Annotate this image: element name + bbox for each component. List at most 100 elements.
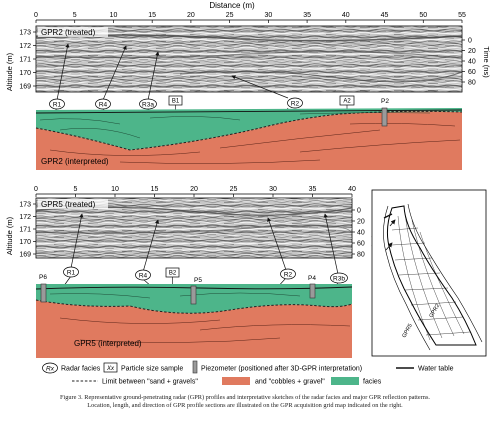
lower-time-tick-label: 20	[357, 219, 365, 226]
upper-altitude-tick-label: 170	[19, 70, 31, 77]
callout-label: R3a	[142, 102, 154, 109]
caption-line-2: Location, length, and direction of GPR p…	[87, 402, 403, 409]
lower-altitude-label: Altitude (m)	[5, 216, 14, 255]
caption-line-1: Figure 3. Representative ground-penetrat…	[60, 394, 430, 401]
legend-particle-size: Xx Particle size sample	[103, 362, 183, 373]
legend: Rx Radar facies Xx Particle size sample …	[42, 360, 454, 386]
callout-R1-upper: R1	[49, 98, 65, 110]
lower-distance-tick-label: 0	[34, 186, 38, 193]
lower-distance-tick-label: 20	[190, 186, 198, 193]
piezometer-label-P4: P4	[308, 275, 316, 282]
legend-piezometer-label: Piezometer (positioned after 3D-GPR inte…	[201, 366, 362, 373]
sample-box-label: A2	[343, 99, 351, 105]
callout-R1-lower: R1	[63, 266, 79, 278]
lower-cobbles-area	[36, 300, 352, 358]
piezometer-P6-bar	[40, 283, 47, 303]
piezometer-P2-bar	[381, 107, 388, 127]
lower-distance-tick-label: 35	[309, 186, 317, 193]
sample-box-B2: B2	[165, 267, 180, 284]
distance-tick-label: 40	[342, 12, 350, 19]
legend-facies-label: facies	[363, 379, 382, 386]
legend-and-cobbles-label: and "cobbles + gravel"	[255, 379, 325, 386]
distance-tick-label: 10	[110, 12, 118, 19]
upper-radar-title: GPR2 (treated)	[41, 28, 96, 37]
lower-radar-panel: Altitude (m) Time (ns) 0510152025303540 …	[5, 186, 380, 259]
lower-distance-tick-label: 5	[74, 186, 78, 193]
distance-tick-label: 55	[458, 12, 466, 19]
legend-water-table: Water table	[396, 366, 454, 373]
lower-distance-tick-label: 10	[111, 186, 119, 193]
upper-altitude-tick-label: 169	[19, 84, 31, 91]
sample-box-label: B1	[172, 99, 180, 105]
upper-time-tick-label: 0	[468, 38, 472, 45]
callout-label: R2	[284, 272, 293, 279]
grid-map-inset: GPR5 GPR2	[371, 189, 487, 357]
piezometer-P5-bar	[190, 285, 197, 305]
lower-altitude-tick-label: 173	[19, 202, 31, 209]
lower-distance-tick-label: 30	[269, 186, 277, 193]
upper-sand-area	[36, 108, 462, 150]
distance-tick-label: 20	[187, 12, 195, 19]
callout-R3b-lower: R3b	[330, 272, 348, 284]
upper-time-tick-label: 20	[468, 48, 476, 55]
callout-R2-upper: R2	[287, 97, 303, 109]
upper-time-label: Time (ns)	[482, 46, 490, 78]
lower-altitude-tick-label: 171	[19, 227, 31, 234]
lower-distance-tick-label: 40	[348, 186, 356, 193]
callout-label: R3b	[333, 276, 345, 283]
upper-interpreted-panel: GPR2 (interpreted)	[35, 107, 463, 170]
distance-tick-label: 35	[303, 12, 311, 19]
legend-radar-facies-label: Radar facies	[61, 366, 101, 373]
upper-altitude-tick-label: 171	[19, 57, 31, 64]
top-axis-title: Distance (m)	[209, 1, 255, 10]
callout-label: R4	[99, 102, 108, 109]
callout-label: R4	[139, 273, 148, 280]
lower-altitude-tick-label: 170	[19, 239, 31, 246]
callout-label: R1	[67, 270, 76, 277]
upper-time-tick-label: 40	[468, 59, 476, 66]
legend-cobbles-swatch	[222, 377, 250, 385]
distance-tick-label: 0	[34, 12, 38, 19]
callout-label: R2	[291, 101, 300, 108]
sample-box-label: B2	[169, 271, 177, 277]
lower-interp-title: GPR5 (interpreted)	[74, 339, 142, 348]
callout-R4-lower: R4	[135, 269, 151, 281]
figure-caption: Figure 3. Representative ground-penetrat…	[6, 394, 484, 410]
figure: Distance (m) 0 5 10 15 20 25 30 35 40 45 50 55 Alti…	[5, 1, 490, 386]
distance-tick-label: 30	[264, 12, 272, 19]
lower-time-tick-label: 80	[357, 252, 365, 259]
sample-box-A2: A2	[339, 95, 355, 109]
lower-interpreted-panel: GPR5 (interpreted)	[35, 283, 353, 358]
piezometer-label-P6: P6	[39, 274, 47, 281]
legend-limit: Limit between "sand + gravels" and "cobb…	[72, 377, 382, 386]
callout-R3a-upper: R3a	[139, 98, 157, 110]
lower-altitude-tick-label: 172	[19, 214, 31, 221]
lower-distance-tick-label: 25	[230, 186, 238, 193]
legend-sample-symbol: Xx	[106, 366, 115, 372]
legend-particle-size-label: Particle size sample	[121, 366, 183, 373]
piezometer-label-P2: P2	[381, 98, 389, 105]
upper-altitude-tick-label: 172	[19, 43, 31, 50]
callout-R2-lower: R2	[280, 268, 296, 280]
upper-annotations: R1 R4 R3a R2 B1 A2 P2	[44, 43, 389, 151]
piezometer-label-P5: P5	[194, 277, 202, 284]
upper-altitude-label: Altitude (m)	[5, 52, 14, 91]
distance-tick-label: 50	[419, 12, 427, 19]
legend-water-table-label: Water table	[418, 366, 454, 373]
lower-altitude-tick-label: 169	[19, 252, 31, 259]
upper-altitude-tick-label: 173	[19, 30, 31, 37]
lower-radar-title: GPR5 (treated)	[41, 200, 96, 209]
upper-time-tick-label: 80	[468, 80, 476, 87]
upper-radar-panel: Altitude (m) Time (ns) GPR2 (treated) 17…	[5, 25, 490, 93]
callout-R4-upper: R4	[95, 98, 111, 110]
legend-piezometer: Piezometer (positioned after 3D-GPR inte…	[192, 360, 362, 374]
lower-distance-tick-label: 15	[151, 186, 159, 193]
legend-radar-facies: Rx Radar facies	[42, 362, 101, 374]
upper-interp-title: GPR2 (interpreted)	[41, 157, 109, 166]
legend-limit-label: Limit between "sand + gravels"	[102, 379, 198, 386]
top-axis: Distance (m) 0 5 10 15 20 25 30 35 40 45 50 55	[34, 1, 466, 23]
lower-time-tick-label: 40	[357, 230, 365, 237]
lower-time-tick-label: 60	[357, 241, 365, 248]
legend-callout-symbol: Rx	[46, 366, 55, 373]
callout-label: R1	[53, 102, 62, 109]
